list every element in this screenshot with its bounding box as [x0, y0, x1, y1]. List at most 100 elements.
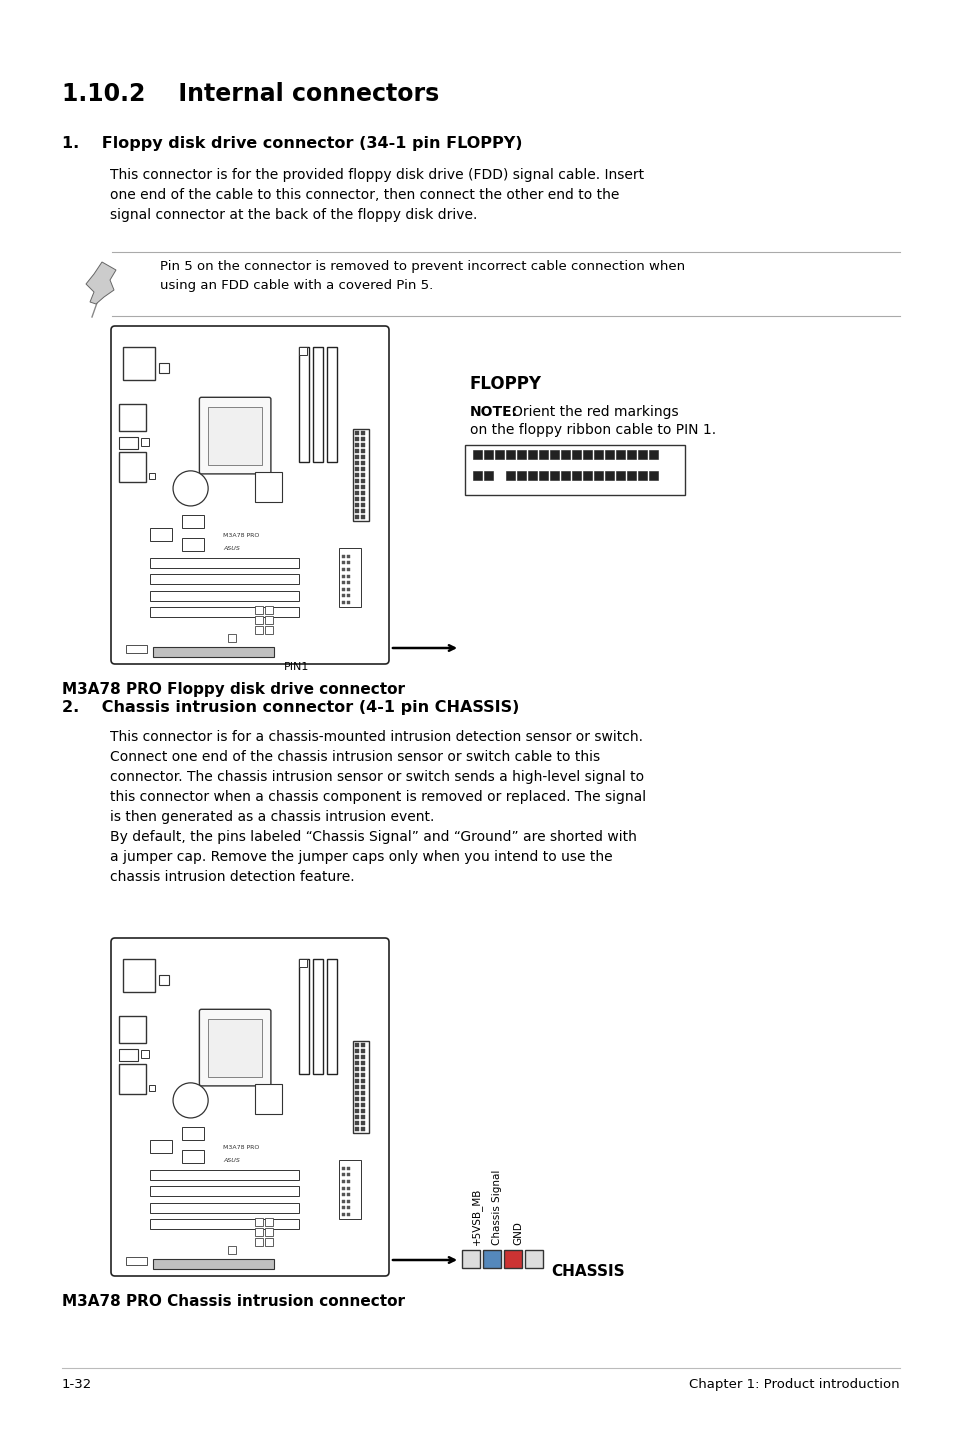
Text: 1.    Floppy disk drive connector (34-1 pin FLOPPY): 1. Floppy disk drive connector (34-1 pin…: [62, 137, 522, 151]
Bar: [355, 1127, 358, 1132]
Bar: [360, 1073, 364, 1077]
Bar: [360, 462, 364, 466]
Bar: [360, 1067, 364, 1071]
Bar: [152, 1258, 274, 1268]
Bar: [298, 347, 306, 355]
Bar: [119, 452, 146, 482]
Bar: [341, 1181, 344, 1183]
Bar: [638, 472, 646, 480]
Bar: [150, 1140, 172, 1153]
Bar: [347, 1186, 350, 1189]
Text: ASUS: ASUS: [223, 546, 239, 551]
Bar: [182, 515, 204, 528]
Bar: [550, 450, 558, 459]
Bar: [341, 568, 344, 571]
Bar: [228, 1245, 236, 1254]
Bar: [360, 1044, 364, 1047]
Bar: [228, 634, 236, 641]
Bar: [353, 1041, 368, 1133]
Bar: [360, 492, 364, 496]
Text: This connector is for a chassis-mounted intrusion detection sensor or switch.
Co: This connector is for a chassis-mounted …: [110, 731, 645, 824]
Bar: [265, 615, 274, 624]
Circle shape: [172, 1083, 208, 1117]
Bar: [360, 509, 364, 513]
Bar: [527, 472, 537, 480]
Bar: [355, 443, 358, 447]
Bar: [341, 1199, 344, 1202]
Bar: [150, 591, 298, 601]
Bar: [255, 1218, 263, 1225]
Bar: [123, 347, 155, 380]
Bar: [347, 575, 350, 578]
Bar: [341, 581, 344, 584]
Bar: [341, 555, 344, 558]
Bar: [150, 607, 298, 617]
FancyBboxPatch shape: [111, 938, 389, 1276]
Bar: [326, 347, 336, 462]
Bar: [360, 498, 364, 502]
Bar: [572, 472, 580, 480]
Text: 1.10.2    Internal connectors: 1.10.2 Internal connectors: [62, 82, 438, 106]
Bar: [150, 1202, 298, 1212]
Bar: [594, 450, 602, 459]
Text: M3A78 PRO: M3A78 PRO: [223, 533, 259, 538]
Bar: [355, 437, 358, 441]
Bar: [347, 1194, 350, 1196]
Bar: [638, 450, 646, 459]
Text: PIN1: PIN1: [284, 661, 309, 672]
Bar: [126, 1257, 148, 1265]
Bar: [360, 1109, 364, 1113]
Bar: [648, 450, 658, 459]
Bar: [355, 1080, 358, 1083]
Bar: [159, 975, 170, 985]
Bar: [505, 450, 515, 459]
Bar: [298, 347, 308, 462]
Bar: [353, 429, 368, 522]
Text: Chapter 1: Product introduction: Chapter 1: Product introduction: [689, 1378, 899, 1391]
Bar: [482, 1250, 500, 1268]
Bar: [265, 626, 274, 634]
Bar: [582, 450, 592, 459]
FancyBboxPatch shape: [199, 397, 271, 475]
Bar: [265, 605, 274, 614]
Bar: [347, 1206, 350, 1209]
Bar: [255, 1084, 282, 1113]
Bar: [360, 1091, 364, 1096]
Bar: [150, 558, 298, 568]
Bar: [141, 1050, 149, 1057]
Bar: [355, 1122, 358, 1126]
Bar: [616, 450, 624, 459]
Bar: [341, 1186, 344, 1189]
Text: FLOPPY: FLOPPY: [470, 375, 541, 393]
Text: ASUS: ASUS: [223, 1158, 239, 1163]
Bar: [355, 492, 358, 496]
Text: M3A78 PRO Floppy disk drive connector: M3A78 PRO Floppy disk drive connector: [62, 682, 405, 697]
Bar: [360, 443, 364, 447]
Bar: [347, 555, 350, 558]
Bar: [560, 472, 569, 480]
Bar: [152, 647, 274, 657]
Bar: [355, 1086, 358, 1090]
Bar: [360, 1127, 364, 1132]
Bar: [360, 456, 364, 459]
Bar: [341, 1166, 344, 1169]
Bar: [347, 1212, 350, 1217]
Bar: [255, 605, 263, 614]
Bar: [141, 437, 149, 446]
Bar: [461, 1250, 479, 1268]
FancyBboxPatch shape: [199, 1009, 271, 1086]
Text: NOTE:: NOTE:: [470, 406, 517, 418]
Bar: [150, 528, 172, 541]
Bar: [360, 1097, 364, 1102]
Bar: [341, 1212, 344, 1217]
Text: 2.    Chassis intrusion connector (4-1 pin CHASSIS): 2. Chassis intrusion connector (4-1 pin …: [62, 700, 518, 715]
Bar: [604, 472, 614, 480]
Bar: [255, 615, 263, 624]
Bar: [182, 1150, 204, 1163]
Bar: [265, 1238, 274, 1245]
Bar: [550, 472, 558, 480]
Bar: [123, 959, 155, 991]
Text: Chassis Signal: Chassis Signal: [492, 1169, 501, 1245]
Bar: [159, 362, 170, 372]
Bar: [483, 472, 493, 480]
